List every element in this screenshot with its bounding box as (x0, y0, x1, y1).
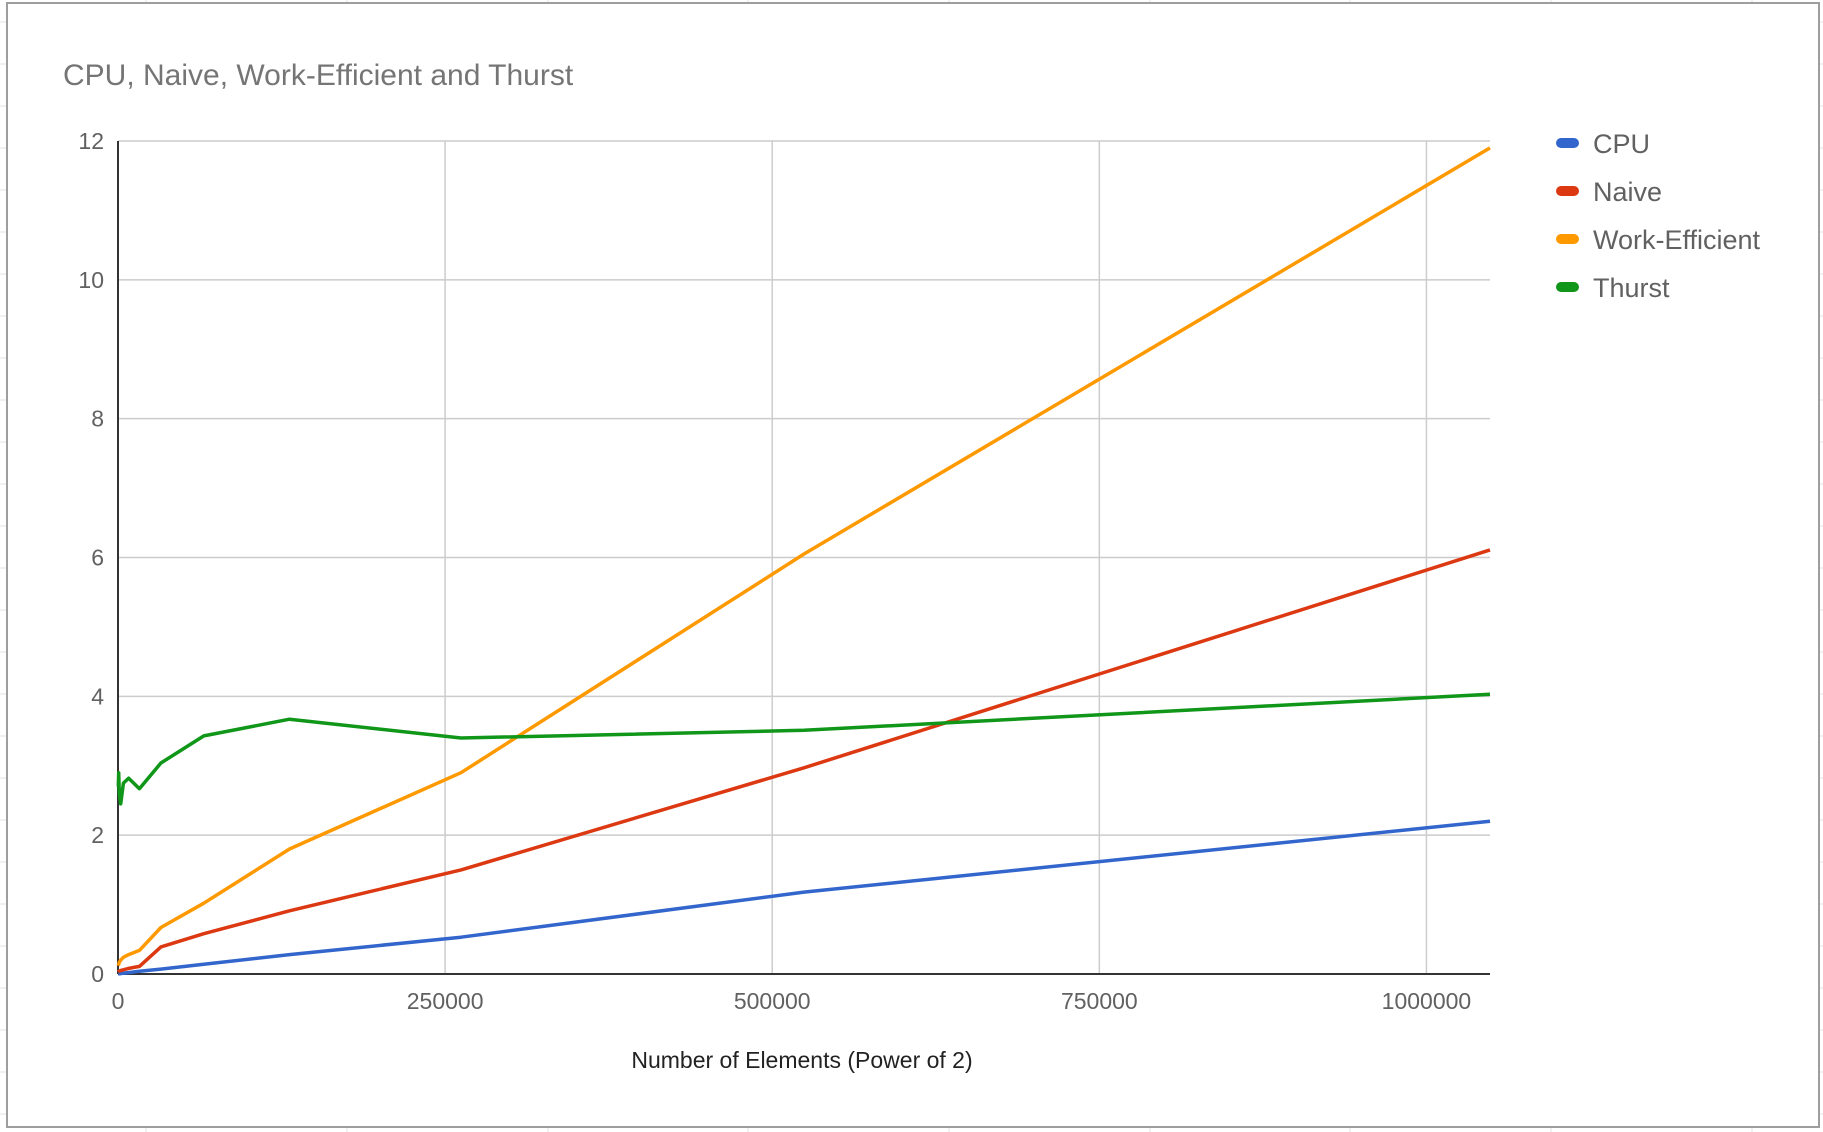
y-tick-label: 2 (91, 822, 104, 848)
y-tick-label: 8 (91, 406, 104, 432)
legend-item-work-efficient[interactable]: Work-Efficient (1556, 225, 1761, 255)
chart-series (116, 146, 1491, 976)
chart-container[interactable] (6, 2, 1820, 1128)
series-line-work-efficient[interactable] (116, 146, 1491, 967)
y-tick-label: 4 (91, 683, 104, 709)
chart-axes (117, 141, 1490, 975)
legend-label: Work-Efficient (1593, 225, 1761, 255)
legend-swatch (1556, 282, 1579, 292)
legend-item-naive[interactable]: Naive (1556, 177, 1662, 207)
series-line-naive[interactable] (116, 548, 1491, 973)
chart-title: CPU, Naive, Work-Efficient and Thurst (63, 59, 574, 92)
line-chart: CPU, Naive, Work-Efficient and Thurst 0 2… (63, 59, 1761, 1073)
x-tick-label: 250000 (407, 988, 484, 1014)
legend-swatch (1556, 186, 1579, 196)
x-tick-label: 0 (112, 988, 125, 1014)
legend-swatch (1556, 234, 1579, 244)
x-tick-label: 500000 (734, 988, 811, 1014)
legend-item-thurst[interactable]: Thurst (1556, 273, 1670, 303)
x-tick-label: 1000000 (1382, 988, 1472, 1014)
legend-label: Thurst (1593, 273, 1670, 303)
y-tick-label: 0 (91, 961, 104, 987)
x-axis-title: Number of Elements (Power of 2) (631, 1047, 972, 1073)
legend-label: CPU (1593, 129, 1650, 159)
chart-gridlines (118, 140, 1490, 974)
y-tick-label: 12 (78, 128, 104, 154)
legend-item-cpu[interactable]: CPU (1556, 129, 1650, 159)
chart-tick-labels: 0 2 4 6 8 10 12 0 250000 500000 750000 1000000 (78, 128, 1471, 1014)
series-line-cpu[interactable] (116, 819, 1491, 976)
legend-label: Naive (1593, 177, 1662, 207)
y-tick-label: 6 (91, 545, 104, 571)
chart-legend: CPU Naive Work-Efficient Thurst (1556, 129, 1761, 303)
legend-swatch (1556, 138, 1579, 148)
series-line-thurst[interactable] (116, 692, 1491, 806)
x-tick-label: 750000 (1061, 988, 1138, 1014)
y-tick-label: 10 (78, 267, 104, 293)
